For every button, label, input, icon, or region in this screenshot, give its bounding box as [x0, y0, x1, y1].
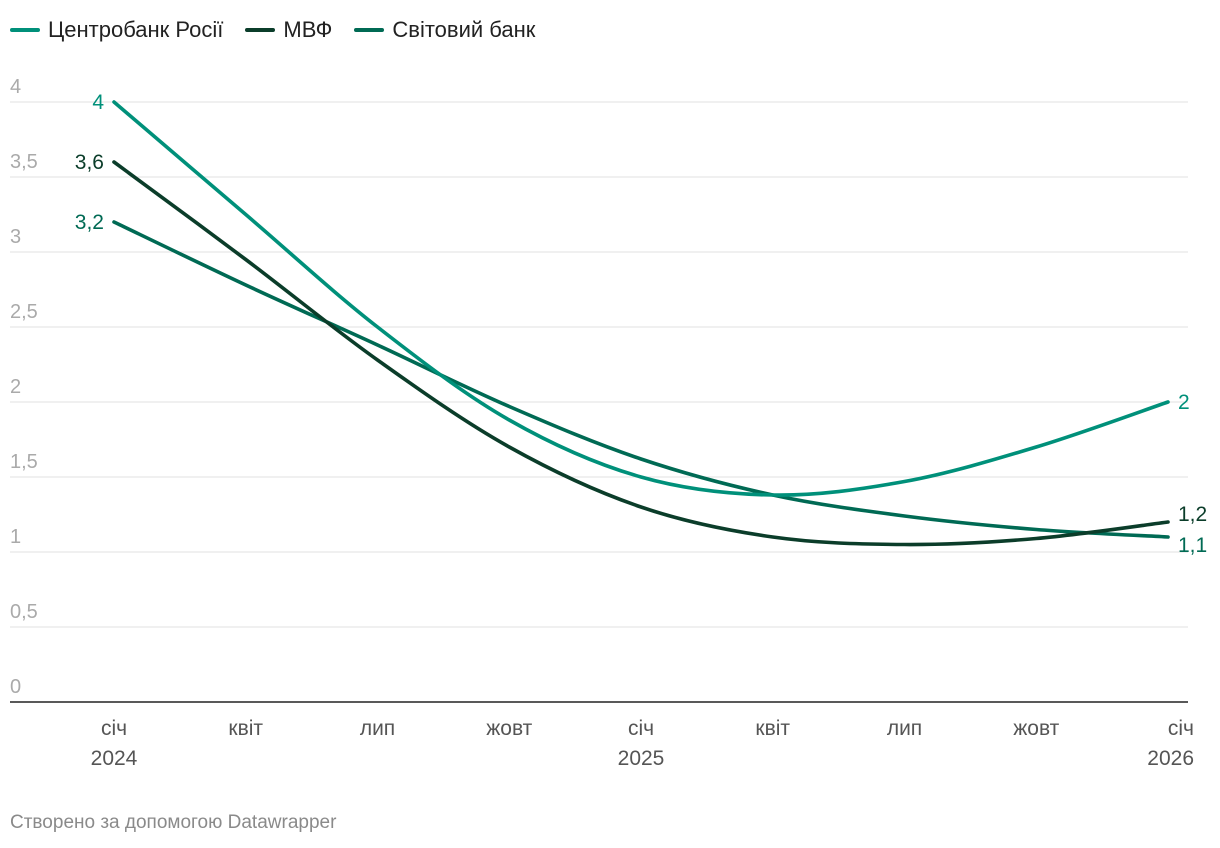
series-lines — [112, 100, 1170, 547]
series-line-central-bank — [112, 100, 1170, 497]
y-tick-label: 1 — [10, 526, 21, 548]
x-tick-label: квіт — [755, 717, 790, 740]
x-tick-label: січ — [101, 717, 127, 740]
y-tick-label: 2 — [10, 376, 21, 398]
x-axis: січ 2024 квіт лип жовт січ 2025 квіт лип жовт січ 2… — [91, 717, 1194, 770]
x-tick-label: квіт — [228, 717, 263, 740]
start-label-world-bank: 3,2 — [75, 211, 104, 234]
x-tick-label: січ — [1168, 717, 1194, 740]
legend-label-central-bank: Центробанк Росії — [48, 17, 224, 42]
y-tick-label: 1,5 — [10, 451, 38, 473]
y-tick-label: 4 — [10, 76, 21, 98]
x-tick-label: лип — [887, 717, 922, 740]
x-tick-label: жовт — [486, 717, 532, 740]
end-label-world-bank: 1,1 — [1178, 534, 1207, 557]
legend-swatch-imf — [245, 28, 276, 32]
x-tick-label: січ — [628, 717, 654, 740]
series-line-imf — [112, 160, 1170, 547]
y-axis: 0 0,5 1 1,5 2 2,5 3 3,5 4 — [10, 76, 38, 698]
x-tick-label: жовт — [1013, 717, 1059, 740]
y-tick-label: 3 — [10, 226, 21, 248]
y-tick-label: 0,5 — [10, 601, 38, 623]
legend-swatch-world-bank — [354, 28, 385, 32]
data-labels: 4 2 3,6 1,2 3,2 1,1 — [75, 91, 1207, 557]
y-tick-label: 2,5 — [10, 301, 38, 323]
legend-item-world-bank: Світовий банк — [354, 17, 535, 43]
credit-text: Створено за допомогою Datawrapper — [10, 812, 337, 833]
x-tick-label: лип — [360, 717, 395, 740]
end-label-central-bank: 2 — [1178, 391, 1190, 414]
start-label-central-bank: 4 — [92, 91, 104, 114]
chart-legend: Центробанк Росії МВФ Світовий банк — [10, 14, 535, 46]
start-label-imf: 3,6 — [75, 151, 104, 174]
x-tick-year-label: 2024 — [91, 747, 138, 770]
legend-label-imf: МВФ — [283, 17, 333, 42]
end-label-imf: 1,2 — [1178, 503, 1207, 526]
legend-item-imf: МВФ — [245, 17, 332, 43]
grid-lines — [10, 101, 1188, 703]
line-chart: 0 0,5 1 1,5 2 2,5 3 3,5 4 січ 2024 квіт лип жовт січ 2… — [10, 76, 1207, 770]
y-tick-label: 0 — [10, 676, 21, 698]
series-line-world-bank — [112, 220, 1170, 539]
legend-item-central-bank: Центробанк Росії — [10, 17, 223, 43]
y-tick-label: 3,5 — [10, 151, 38, 173]
x-tick-year-label: 2025 — [618, 747, 665, 770]
legend-label-world-bank: Світовий банк — [392, 17, 536, 42]
x-tick-year-label: 2026 — [1147, 747, 1194, 770]
legend-swatch-central-bank — [10, 28, 40, 32]
